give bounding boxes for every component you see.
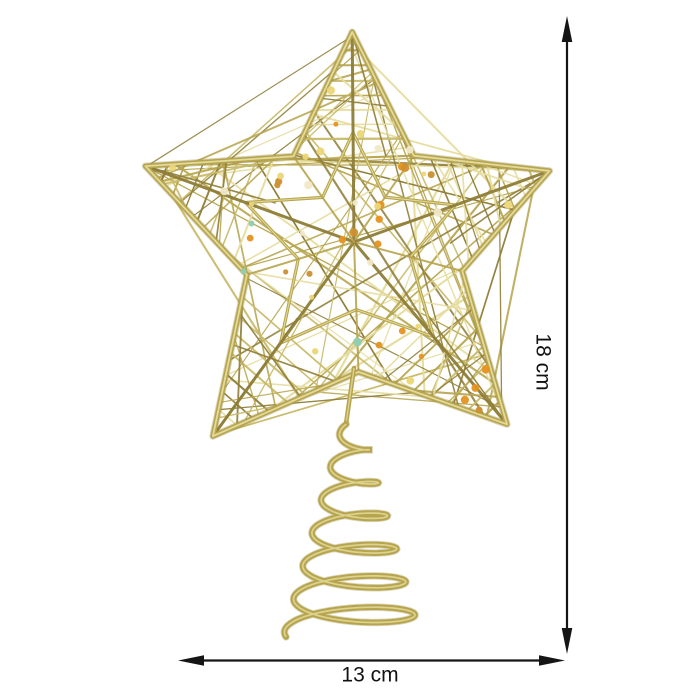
height-dimension-label: 18 cm [531, 333, 555, 391]
width-dimension-arrow [178, 655, 565, 666]
spiral-spring-base [280, 365, 419, 641]
sequin-decorations [169, 86, 513, 414]
star-wire-mesh [141, 28, 553, 440]
width-dimension-label: 13 cm [341, 663, 399, 687]
height-dimension-arrow [561, 16, 573, 654]
